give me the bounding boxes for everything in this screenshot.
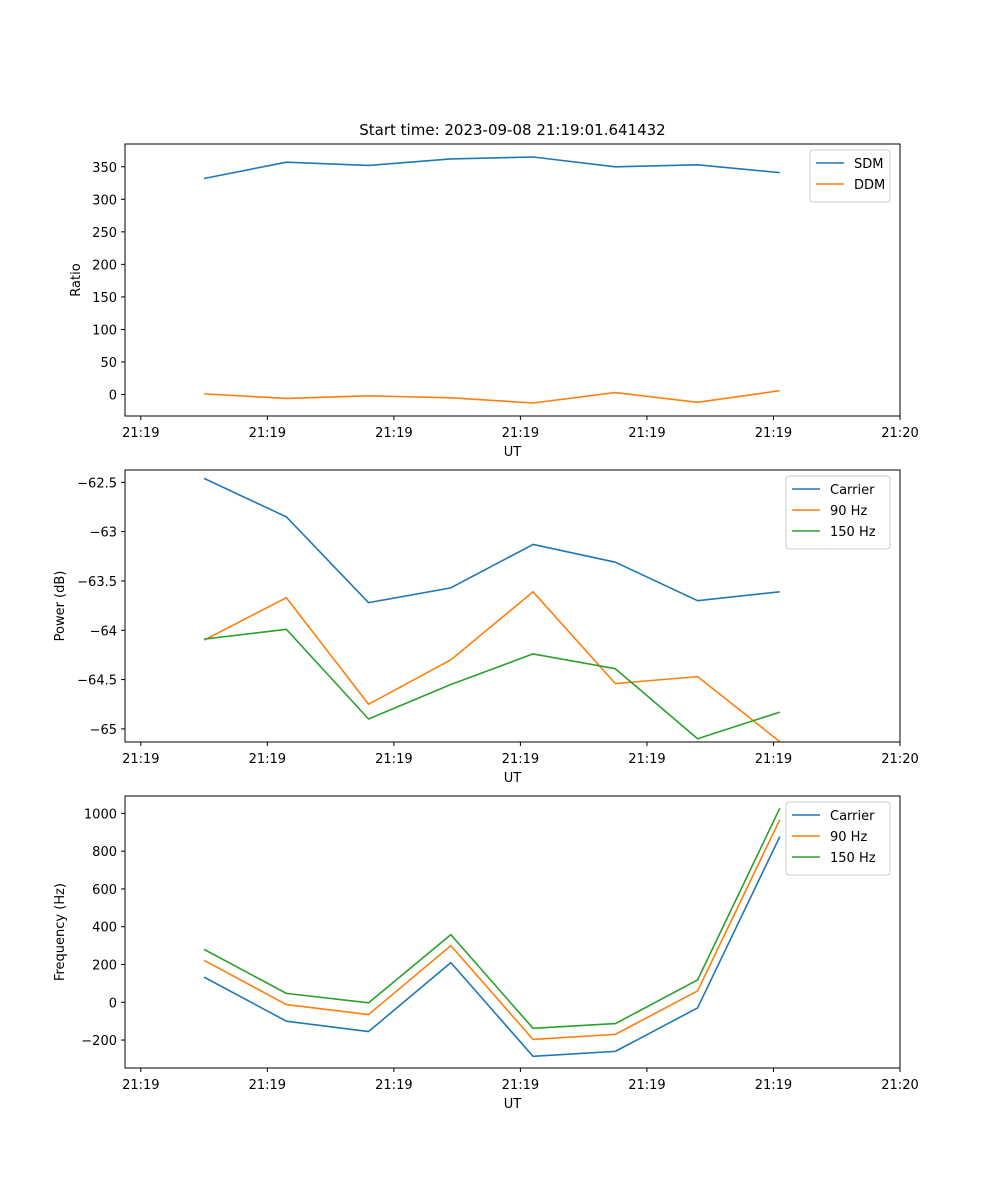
y-axis-label: Frequency (Hz) [53, 883, 68, 981]
series-line-carrier [203, 477, 780, 604]
chart-panel-1: 0 50 100 150 200 250 300 350 21:19 21:19 21:19 21:1… [69, 143, 919, 460]
y-tick-label: −64 [90, 624, 117, 639]
x-tick-label: 21:19 [375, 1078, 412, 1093]
y-axis-label: Power (dB) [53, 571, 68, 642]
y-tick-label: 800 [92, 845, 117, 860]
x-tick-label: 21:20 [881, 752, 918, 767]
x-tick-label: 21:19 [502, 752, 539, 767]
x-tick-label: 21:20 [881, 1078, 918, 1093]
y-tick-label: −64.5 [77, 674, 117, 689]
legend: SDM DDM [809, 149, 891, 203]
axes-frame [124, 143, 901, 417]
legend-entry-label: Carrier [830, 809, 875, 824]
y-tick-label: 150 [92, 291, 117, 306]
y-tick-label: 200 [92, 258, 117, 273]
y-tick-label: −62.5 [77, 476, 117, 491]
y-tick-label: 300 [92, 193, 117, 208]
legend-entry-label: 90 Hz [830, 504, 867, 519]
x-tick-label: 21:19 [375, 426, 412, 441]
y-tick-label: 600 [92, 883, 117, 898]
x-tick-label: 21:19 [755, 1078, 792, 1093]
x-tick-label: 21:19 [122, 752, 159, 767]
x-tick-label: 21:19 [628, 1078, 665, 1093]
x-tick-label: 21:19 [375, 752, 412, 767]
y-tick-label: 0 [109, 389, 117, 404]
x-tick-label: 21:19 [122, 1078, 159, 1093]
x-tick-label: 21:19 [502, 426, 539, 441]
x-axis-label: UT [504, 445, 522, 460]
series-line-150-hz [203, 628, 781, 740]
legend-entry-label: 150 Hz [830, 525, 876, 540]
x-tick-label: 21:19 [628, 426, 665, 441]
x-tick-label: 21:19 [249, 752, 286, 767]
axes-frame [124, 469, 901, 743]
x-tick-label: 21:19 [122, 426, 159, 441]
y-tick-label: 250 [92, 226, 117, 241]
series-line-90-hz [203, 819, 781, 1041]
series-line-90-hz [203, 590, 781, 743]
legend-entry-label: DDM [854, 178, 885, 193]
y-tick-label: 100 [92, 323, 117, 338]
y-tick-label: 50 [100, 356, 117, 371]
y-tick-label: 200 [92, 958, 117, 973]
x-tick-label: 21:20 [881, 426, 918, 441]
chart-panel-2: −65 −64.5 −64 −63.5 −63 −62.5 21:19 21:19 21:19 2… [53, 469, 919, 786]
series-line-carrier [203, 836, 781, 1058]
y-tick-label: −65 [90, 723, 117, 738]
series-line-150-hz [203, 807, 781, 1030]
y-tick-label: 400 [92, 921, 117, 936]
y-tick-label: 1000 [84, 807, 117, 822]
x-axis-label: UT [504, 1097, 522, 1112]
chart-panel-3: −200 0 200 400 600 800 1000 21:19 21:19 21:19 21:1… [53, 795, 919, 1112]
axes-frame [124, 795, 901, 1069]
y-tick-label: −200 [81, 1034, 117, 1049]
legend-entry-label: Carrier [830, 483, 875, 498]
x-tick-label: 21:19 [755, 426, 792, 441]
x-tick-label: 21:19 [755, 752, 792, 767]
legend: Carrier 90 Hz 150 Hz [785, 801, 891, 876]
y-tick-label: −63 [90, 526, 117, 541]
x-tick-label: 21:19 [628, 752, 665, 767]
x-tick-label: 21:19 [502, 1078, 539, 1093]
legend-entry-label: SDM [854, 157, 883, 172]
series-line-sdm [203, 156, 780, 180]
series-line-ddm [204, 389, 780, 404]
x-axis-label: UT [504, 771, 522, 786]
y-axis-label: Ratio [69, 263, 84, 296]
y-tick-label: −63.5 [77, 575, 117, 590]
legend-entry-label: 150 Hz [830, 851, 876, 866]
figure-title: Start time: 2023-09-08 21:19:01.641432 [359, 121, 665, 139]
legend: Carrier 90 Hz 150 Hz [785, 475, 891, 550]
y-tick-label: 350 [92, 161, 117, 176]
x-tick-label: 21:19 [249, 426, 286, 441]
legend-entry-label: 90 Hz [830, 830, 867, 845]
y-tick-label: 0 [109, 996, 117, 1011]
x-tick-label: 21:19 [249, 1078, 286, 1093]
